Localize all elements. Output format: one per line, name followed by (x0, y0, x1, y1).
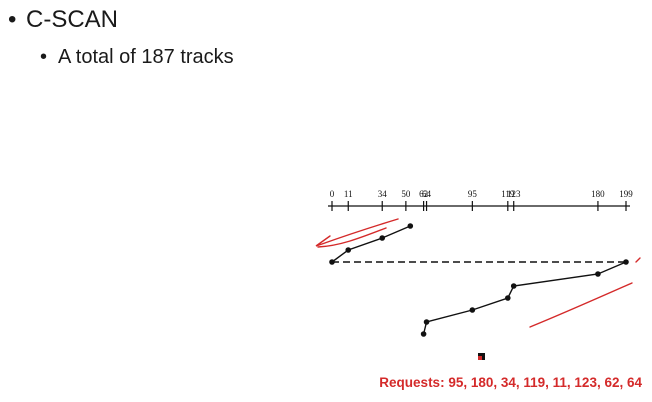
subtitle-bullet: • A total of 187 tracks (40, 44, 234, 70)
axis-tick-label: 11 (344, 189, 353, 199)
path-point (469, 307, 476, 313)
annotation-arrow-left (315, 218, 399, 248)
title-bullet-dot: • (8, 6, 17, 33)
path-point (329, 259, 335, 265)
annotation-tick-right (635, 257, 641, 263)
path-segment-down (331, 225, 411, 263)
requests-caption: Requests: 95, 180, 34, 119, 11, 123, 62,… (379, 375, 642, 390)
path-point (423, 319, 430, 325)
path-point (505, 295, 511, 301)
slide-title: C-SCAN (26, 6, 119, 33)
slide-subtitle: A total of 187 tracks (58, 46, 234, 68)
axis-tick-label: 199 (619, 189, 633, 199)
path-point (595, 271, 601, 277)
path-point (623, 259, 629, 265)
annotation-marker-red (478, 356, 482, 360)
path-point (420, 331, 427, 337)
title-bullet: • C-SCAN (8, 6, 118, 34)
axis-tick-label: 64 (422, 189, 432, 199)
axis-tick-label: 50 (401, 189, 411, 199)
subtitle-bullet-dot: • (40, 46, 48, 68)
path-point (510, 283, 517, 289)
head-movement-path (329, 223, 629, 337)
axis-tick-label: 34 (378, 189, 388, 199)
axis-tick-label: 119 (501, 189, 515, 199)
axis-tick-label: 0 (330, 189, 335, 199)
axis-tick-label: 95 (468, 189, 478, 199)
axis-tick-label: 62 (419, 189, 428, 199)
hand-annotations (315, 218, 641, 360)
annotation-stroke-right (529, 282, 633, 328)
path-point (379, 235, 386, 241)
axis-tick-label: 123 (507, 189, 521, 199)
axis-tick-label: 180 (591, 189, 605, 199)
path-point (345, 247, 352, 253)
path-point (407, 223, 414, 229)
